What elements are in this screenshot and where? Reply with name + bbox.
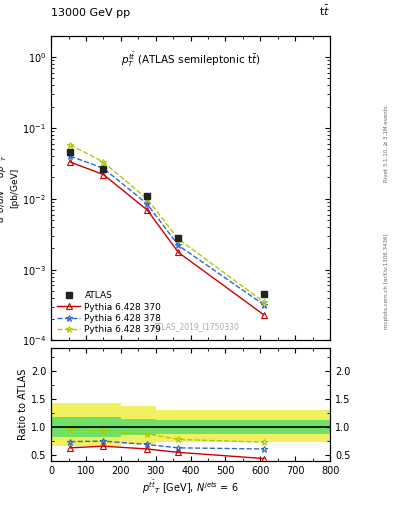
Legend: ATLAS, Pythia 6.428 370, Pythia 6.428 378, Pythia 6.428 379: ATLAS, Pythia 6.428 370, Pythia 6.428 37… (55, 290, 163, 336)
Text: mcplots.cern.ch [arXiv:1306.3436]: mcplots.cern.ch [arXiv:1306.3436] (384, 234, 389, 329)
Y-axis label: Ratio to ATLAS: Ratio to ATLAS (18, 369, 28, 440)
Text: t$\bar{t}$: t$\bar{t}$ (319, 4, 330, 18)
Text: $p_T^{t\bar{t}}$ (ATLAS semileptonic t$\bar{t}$): $p_T^{t\bar{t}}$ (ATLAS semileptonic t$\… (121, 51, 260, 69)
Text: 13000 GeV pp: 13000 GeV pp (51, 8, 130, 18)
Y-axis label: $d^2\sigma / dN^{obs}\, dp^{t\bar{t}}{}_{T}$
[pb/GeV]: $d^2\sigma / dN^{obs}\, dp^{t\bar{t}}{}_… (0, 154, 19, 223)
X-axis label: $p^{t\bar{t}}{}_{T}$ [GeV], $N^{jets}$ = 6: $p^{t\bar{t}}{}_{T}$ [GeV], $N^{jets}$ =… (142, 478, 239, 496)
Text: ATLAS_2019_I1750330: ATLAS_2019_I1750330 (153, 323, 240, 331)
Text: Rivet 3.1.10, ≥ 3.1M events: Rivet 3.1.10, ≥ 3.1M events (384, 105, 389, 182)
